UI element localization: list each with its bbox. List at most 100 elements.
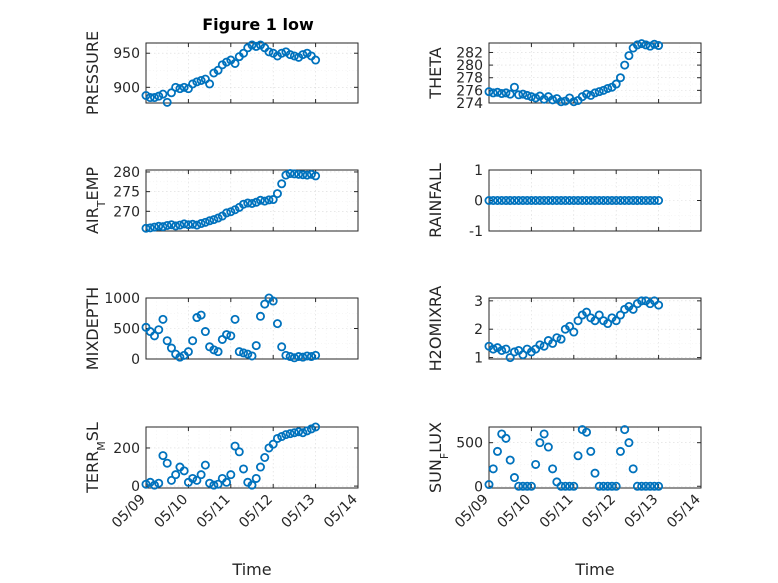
y-tick-label: 3 (474, 294, 483, 310)
data-point (179, 466, 189, 476)
data-point (154, 478, 164, 488)
data-point (171, 82, 181, 92)
data-point (505, 195, 515, 205)
y-tick-label: 280 (113, 165, 140, 181)
data-point (645, 195, 655, 205)
data-point (505, 455, 515, 465)
data-point (569, 195, 579, 205)
data-point (285, 169, 295, 179)
data-point (649, 195, 659, 205)
data-point (531, 195, 541, 205)
data-point (243, 349, 253, 359)
data-point (239, 48, 249, 58)
data-point (188, 79, 198, 89)
data-point (166, 343, 176, 353)
data-point (205, 79, 215, 89)
data-point (641, 481, 651, 491)
data-point (264, 195, 274, 205)
y-tick-label: 0 (474, 479, 483, 495)
y-tick-label: 950 (113, 46, 140, 62)
data-point (509, 347, 519, 357)
data-point (624, 195, 634, 205)
data-point (277, 342, 287, 352)
data-point (205, 478, 215, 488)
data-point (141, 91, 151, 101)
data-point (247, 480, 257, 490)
data-point (649, 481, 659, 491)
data-point (306, 169, 316, 179)
data-point (526, 195, 536, 205)
data-point (649, 39, 659, 49)
data-point (531, 93, 541, 103)
data-point (611, 195, 621, 205)
data-point (488, 195, 498, 205)
data-point (213, 479, 223, 489)
data-point (603, 195, 613, 205)
x-tick-label: 05/14 (664, 491, 704, 531)
data-point (598, 195, 608, 205)
y-tick-label: 274 (456, 96, 483, 112)
data-point (594, 87, 604, 97)
data-point (239, 348, 249, 358)
data-point (590, 88, 600, 98)
data-point (213, 65, 223, 75)
data-point (272, 189, 282, 199)
data-point (294, 427, 304, 437)
data-point (158, 314, 168, 324)
data-point (281, 350, 291, 360)
data-point (166, 475, 176, 485)
axes-box (488, 426, 702, 489)
panel-sun-flux: 0 500 05/09 05/10 05/11 05/12 05/13 05/14 SUNFLU… (426, 422, 704, 531)
data-point (590, 468, 600, 478)
data-point (582, 427, 592, 437)
data-point (484, 480, 494, 490)
data-point (526, 481, 536, 491)
y-tick-label: -1 (469, 224, 483, 240)
data-point (179, 82, 189, 92)
data-point (518, 350, 528, 360)
x-tick-label: 05/14 (321, 491, 361, 531)
data-point (615, 446, 625, 456)
data-point (569, 481, 579, 491)
figure-title: Figure 1 low (202, 15, 314, 34)
data-point (645, 41, 655, 51)
y-tick-label: 280 (456, 58, 483, 74)
data-point (196, 76, 206, 86)
panel-air-temp: 270 275 280 AIRTEMP (83, 165, 359, 234)
data-point (154, 221, 164, 231)
data-point (183, 347, 193, 357)
data-point (611, 481, 621, 491)
data-point (514, 90, 524, 100)
data-point (556, 334, 566, 344)
data-point (154, 91, 164, 101)
data-point (509, 195, 519, 205)
y-axis-label: H2OMIXRA (426, 286, 445, 372)
data-point (573, 316, 583, 326)
data-point (488, 344, 498, 354)
data-point (598, 481, 608, 491)
y-tick-label: 500 (456, 436, 483, 452)
data-point (162, 220, 172, 230)
data-point (166, 220, 176, 230)
y-tick-label: 270 (113, 204, 140, 220)
data-point (277, 179, 287, 189)
data-point (620, 195, 630, 205)
data-point (590, 195, 600, 205)
data-point (260, 299, 270, 309)
data-point (260, 196, 270, 206)
data-point (628, 304, 638, 314)
y-axis-label: THETA (426, 47, 445, 99)
data-point (230, 314, 240, 324)
y-axis-label: AIRTEMP (83, 167, 108, 234)
data-point (171, 221, 181, 231)
x-tick-label: 05/13 (279, 492, 319, 532)
data-point (289, 428, 299, 438)
data-point (539, 341, 549, 351)
data-point (200, 460, 210, 470)
data-point (183, 220, 193, 230)
data-point (175, 220, 185, 230)
y-tick-label: 1 (474, 163, 483, 179)
data-point (222, 330, 232, 340)
axes-box (488, 42, 702, 104)
data-point (484, 195, 494, 205)
